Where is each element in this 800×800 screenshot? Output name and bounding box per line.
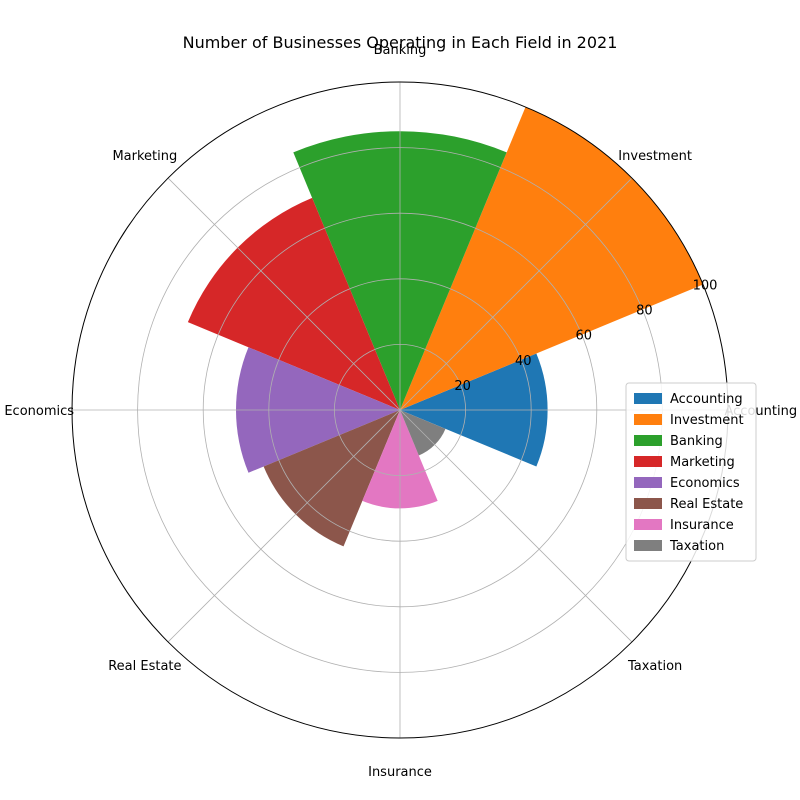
legend-label-real-estate: Real Estate [670,497,743,512]
category-label-taxation: Taxation [627,659,682,674]
category-label-marketing: Marketing [112,149,177,164]
legend-swatch-real-estate [634,498,662,509]
category-label-investment: Investment [618,149,692,164]
r-tick-label: 80 [636,304,653,319]
legend-label-marketing: Marketing [670,455,735,470]
labels-layer: Accounting Investment Banking Marketing Econ… [4,43,797,780]
grid-spoke-investment [399,177,633,411]
legend-box [625,382,757,562]
legend-label-investment: Investment [670,413,744,428]
legend-swatch-taxation [634,540,662,551]
grid-spoke-taxation [399,409,633,643]
r-tick-label: 40 [515,354,532,369]
category-label-insurance: Insurance [368,765,432,780]
category-label-real-estate: Real Estate [108,659,181,674]
grid-spoke-real-estate [167,409,401,643]
legend: Accounting Investment Banking Marketing Econ… [625,382,757,562]
legend-label-taxation: Taxation [669,539,724,554]
legend-swatch-insurance [634,519,662,530]
legend-swatch-economics [634,477,662,488]
legend-swatch-investment [634,414,662,425]
grid-spoke-marketing [167,177,401,411]
chart-title: Number of Businesses Operating in Each F… [183,33,618,52]
category-label-banking: Banking [374,43,427,58]
legend-label-accounting: Accounting [670,392,743,407]
category-label-economics: Economics [4,404,74,419]
grid-layer [71,81,729,739]
legend-swatch-accounting [634,393,662,404]
legend-label-banking: Banking [670,434,723,449]
legend-swatch-banking [634,435,662,446]
r-tick-label: 60 [576,329,593,344]
r-tick-label: 100 [693,278,718,293]
legend-label-insurance: Insurance [670,518,734,533]
r-tick-label: 20 [454,379,471,394]
legend-swatch-marketing [634,456,662,467]
legend-label-economics: Economics [670,476,740,491]
